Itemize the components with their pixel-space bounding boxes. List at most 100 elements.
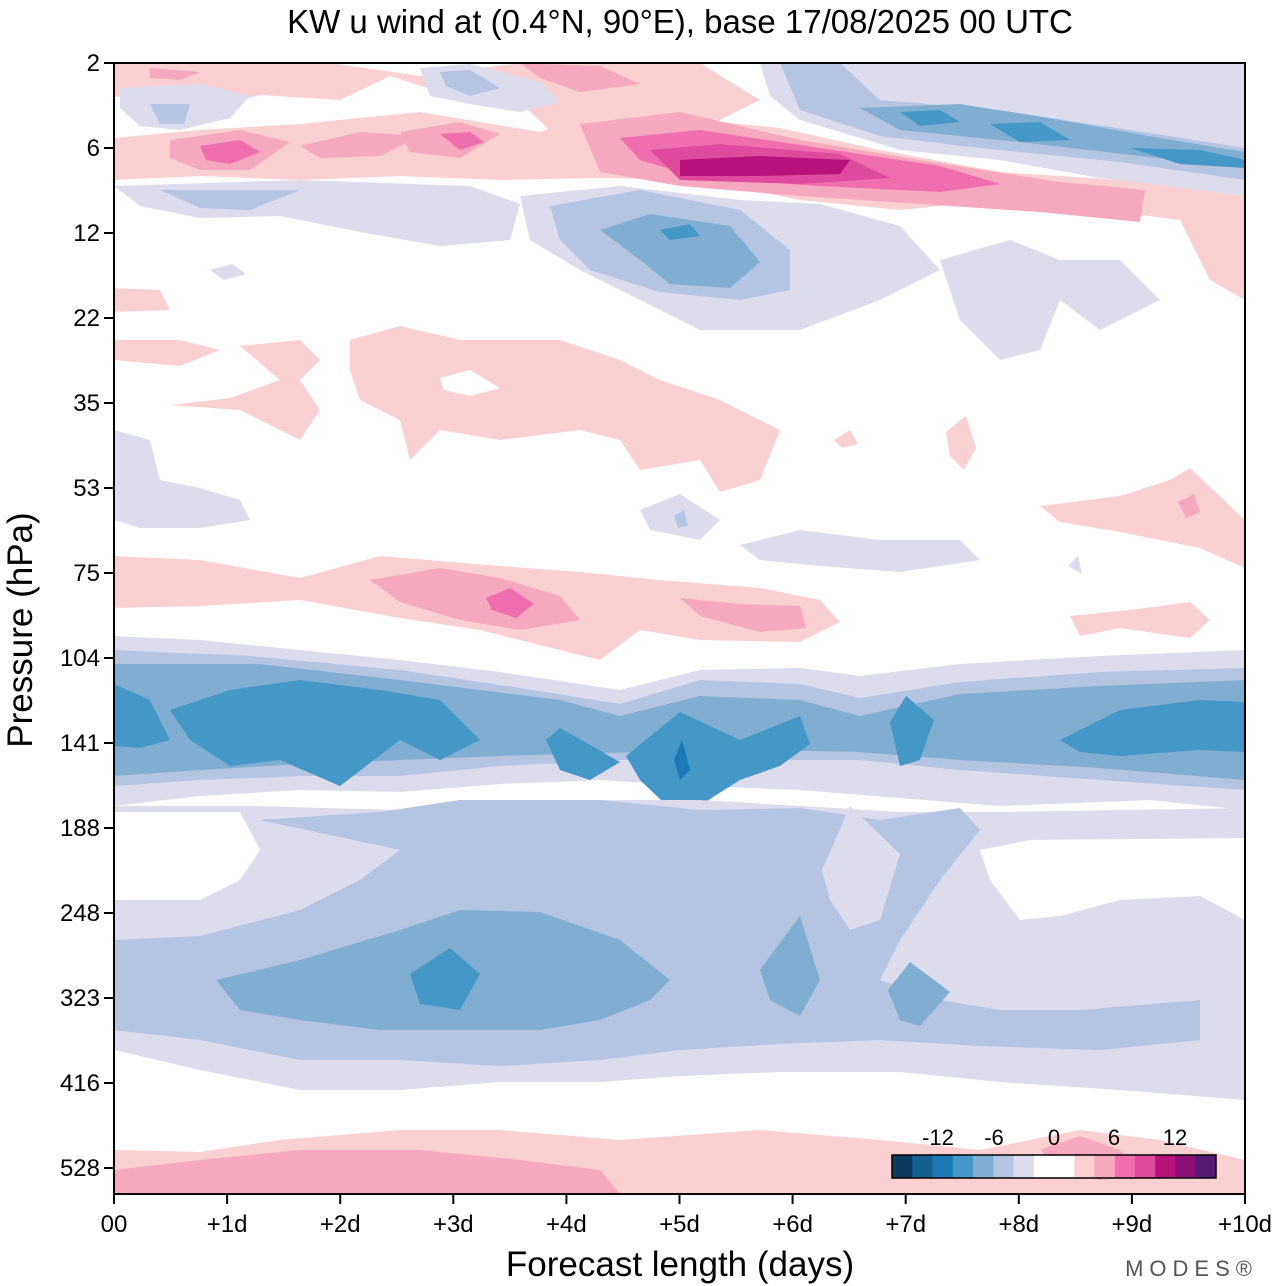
colorbar-swatch bbox=[1033, 1155, 1055, 1178]
x-axis-title: Forecast length (days) bbox=[506, 1245, 854, 1284]
y-axis: 2 6 12 22 35 53 75 104 141 188 248 323 416 528 bbox=[60, 50, 114, 1182]
y-tick-label: 6 bbox=[87, 135, 100, 162]
neg-band-jet-5 bbox=[674, 740, 690, 780]
y-tick-label: 2 bbox=[87, 50, 100, 77]
pos-band-528hpa-2 bbox=[114, 1150, 620, 1194]
neg-band-top-mid2 bbox=[440, 70, 500, 96]
x-tick-label: +8d bbox=[998, 1211, 1039, 1238]
pos-band-55hpa-right2 bbox=[1178, 494, 1200, 518]
y-tick-label: 75 bbox=[73, 560, 100, 587]
y-tick-label: 248 bbox=[60, 900, 100, 927]
x-tick-label: +2d bbox=[320, 1211, 361, 1238]
x-tick-label: +4d bbox=[546, 1211, 587, 1238]
y-tick-label: 323 bbox=[60, 985, 100, 1012]
colorbar-tick-label: -12 bbox=[922, 1125, 954, 1150]
neg-band-top-left-mid bbox=[150, 104, 190, 124]
y-tick-label: 104 bbox=[60, 645, 100, 672]
colorbar-swatch bbox=[1074, 1155, 1095, 1178]
neg-band-300hpa-4 bbox=[410, 948, 480, 1010]
pos-band-40hpa-right bbox=[834, 430, 858, 448]
y-tick-label: 22 bbox=[73, 305, 100, 332]
x-tick-label: +9d bbox=[1112, 1211, 1153, 1238]
y-tick-label: 35 bbox=[73, 390, 100, 417]
y-axis-title: Pressure (hPa) bbox=[1, 512, 40, 747]
wind-contour-field bbox=[114, 63, 1245, 1194]
neg-band-8hpa-left2 bbox=[160, 190, 300, 210]
neg-band-250hpa-2-hole bbox=[822, 806, 900, 930]
x-axis: 00 +1d +2d +3d +4d +5d +6d +7d +8d +9d +10d bbox=[101, 1194, 1272, 1238]
neg-band-jet-6 bbox=[890, 696, 934, 766]
pos-band-75hpa-2 bbox=[370, 568, 580, 630]
neg-band-55hpa-mid2 bbox=[674, 510, 688, 528]
pos-band-6hpa-6 bbox=[200, 140, 260, 164]
pos-band-6hpa bbox=[114, 100, 1245, 300]
neg-band-jet-2 bbox=[170, 680, 480, 786]
x-tick-label: +10d bbox=[1218, 1211, 1272, 1238]
x-tick-label: +6d bbox=[772, 1211, 813, 1238]
x-tick-label: +1d bbox=[207, 1211, 248, 1238]
neg-band-300hpa-3 bbox=[888, 962, 950, 1026]
colorbar-swatch bbox=[932, 1155, 954, 1178]
pos-band-6hpa-3 bbox=[300, 132, 420, 158]
neg-band-jet-3 bbox=[546, 728, 620, 780]
pos-band-6hpa-10 bbox=[440, 132, 484, 150]
x-tick-label: +5d bbox=[659, 1211, 700, 1238]
colorbar-swatch bbox=[892, 1155, 913, 1178]
modes-brand-logo: MODES® bbox=[1125, 1256, 1258, 1281]
neg-band-jet-7 bbox=[1060, 700, 1245, 756]
neg-band-8hpa-left bbox=[114, 180, 520, 246]
colorbar-swatch bbox=[1114, 1155, 1136, 1178]
colorbar-frame bbox=[891, 1154, 1217, 1179]
colorbar-tick-label: 12 bbox=[1163, 1125, 1187, 1150]
neg-band-50hpa-left bbox=[114, 430, 250, 528]
neg-band-300hpa-2 bbox=[760, 916, 820, 1016]
y-tick-label: 188 bbox=[60, 815, 100, 842]
neg-band-60hpa bbox=[740, 530, 980, 572]
neg-band-12hpa-3 bbox=[600, 214, 760, 288]
colorbar-swatch bbox=[1155, 1155, 1176, 1178]
pos-band-55hpa-right bbox=[1040, 468, 1245, 568]
chart-title: KW u wind at (0.4°N, 90°E), base 17/08/2… bbox=[287, 3, 1073, 40]
colorbar: -12 -6 0 6 12 bbox=[891, 1125, 1217, 1179]
pos-band-75hpa-3 bbox=[680, 598, 806, 632]
pos-band-22hpa bbox=[114, 288, 170, 312]
pos-band-6hpa-9 bbox=[680, 156, 850, 176]
y-tick-label: 416 bbox=[60, 1070, 100, 1097]
colorbar-swatch bbox=[973, 1155, 994, 1178]
x-tick-label: +3d bbox=[433, 1211, 474, 1238]
pos-band-90hpa-right bbox=[1070, 602, 1210, 638]
pos-band-40hpa-right2 bbox=[946, 416, 976, 470]
y-tick-label: 53 bbox=[73, 475, 100, 502]
pos-band-30hpa-c bbox=[350, 326, 780, 492]
pos-band-top-strong2 bbox=[520, 63, 640, 92]
pos-band-top-strong bbox=[150, 68, 200, 80]
y-tick-label: 528 bbox=[60, 1155, 100, 1182]
neg-band-16hpa-left bbox=[210, 264, 246, 280]
pos-band-75hpa-4 bbox=[486, 588, 534, 618]
colorbar-swatch bbox=[1195, 1155, 1217, 1178]
colorbar-tick-label: -6 bbox=[984, 1125, 1004, 1150]
colorbar-swatch bbox=[1135, 1155, 1156, 1178]
colorbar-tick-label: 6 bbox=[1108, 1125, 1120, 1150]
x-tick-label: 00 bbox=[101, 1211, 128, 1238]
colorbar-swatch bbox=[993, 1155, 1014, 1178]
colorbar-swatch bbox=[912, 1155, 933, 1178]
pos-band-30hpa-b bbox=[170, 340, 320, 440]
pos-band-30hpa-hole bbox=[440, 370, 500, 396]
neg-band-75hpa-right bbox=[1068, 556, 1082, 574]
colorbar-swatch bbox=[1094, 1155, 1116, 1178]
neg-band-top-right4 bbox=[900, 110, 960, 126]
y-tick-label: 12 bbox=[73, 220, 100, 247]
colorbar-swatch bbox=[1013, 1155, 1035, 1178]
y-tick-label: 141 bbox=[60, 730, 100, 757]
colorbar-swatch bbox=[1054, 1155, 1075, 1178]
pos-band-30hpa-a bbox=[114, 340, 220, 366]
neg-band-jet-4 bbox=[626, 712, 810, 818]
colorbar-swatch bbox=[952, 1155, 974, 1178]
colorbar-tick-label: 0 bbox=[1048, 1125, 1060, 1150]
neg-band-top-right5 bbox=[990, 122, 1070, 142]
neg-band-250hpa-white-a bbox=[114, 812, 260, 900]
neg-band-16hpa-right bbox=[940, 240, 1160, 360]
neg-band-top-right6 bbox=[1130, 148, 1245, 168]
